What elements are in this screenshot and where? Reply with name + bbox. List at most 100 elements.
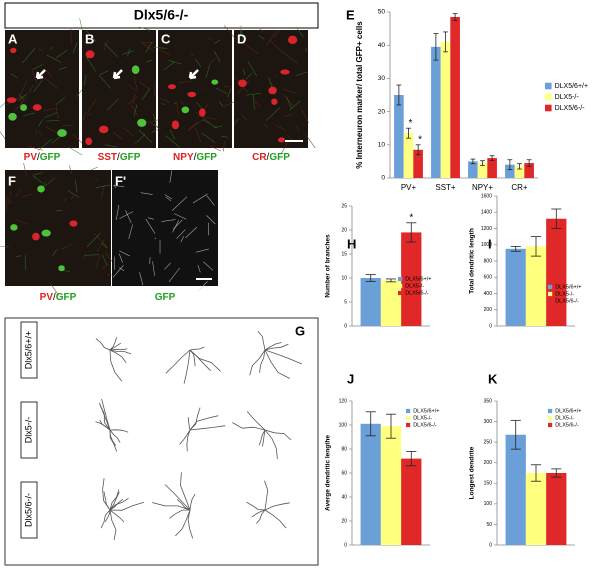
fiber	[236, 80, 250, 96]
fiber	[133, 75, 138, 90]
legend-swatch	[548, 415, 553, 421]
bar	[380, 426, 402, 545]
fiber	[106, 98, 119, 111]
significance-mark: *	[418, 134, 422, 145]
y-tick-label: 20	[341, 227, 347, 233]
error-bar	[365, 274, 376, 282]
fiber	[15, 219, 29, 225]
fiber	[286, 96, 292, 109]
dendrite	[249, 349, 266, 376]
bar	[514, 166, 525, 178]
legend-label: DLX5/6-/-	[555, 298, 579, 304]
fiber	[223, 141, 225, 152]
fiber	[295, 26, 304, 38]
row-label: Dlx5/6-/-	[23, 493, 33, 527]
panel-letter: E	[346, 7, 355, 22]
fiber	[18, 93, 24, 100]
fiber	[165, 135, 180, 148]
marker-label: CR	[252, 152, 267, 163]
dendrite	[189, 493, 196, 511]
fiber	[150, 119, 159, 123]
error-bar	[365, 411, 376, 437]
fiber	[59, 66, 67, 70]
fiber	[23, 163, 28, 177]
error-bar	[415, 144, 421, 156]
fiber	[139, 272, 144, 286]
y-tick-label: 1600	[481, 193, 492, 199]
legend-swatch	[545, 82, 552, 90]
fiber	[145, 41, 153, 53]
fiber	[67, 190, 80, 198]
cell	[10, 47, 17, 54]
error-bar	[406, 450, 417, 467]
fiber	[268, 77, 273, 88]
y-tick-label: 800	[484, 258, 493, 264]
y-tick-label: 80	[341, 446, 347, 452]
dendrite	[95, 421, 111, 431]
dendrite	[258, 429, 266, 446]
fiber	[29, 84, 34, 93]
dendrite	[259, 349, 266, 373]
fiber	[194, 58, 202, 68]
cell	[58, 265, 65, 272]
cell	[98, 125, 109, 134]
fiber	[275, 124, 287, 131]
y-tick-label: 0	[489, 323, 492, 329]
legend-label: DLX5-/-	[555, 94, 580, 101]
bar	[546, 473, 567, 545]
legend-swatch	[548, 291, 553, 297]
fiber	[0, 102, 6, 108]
fiber	[301, 109, 309, 123]
fiber	[118, 253, 123, 263]
legend-label: DLX5/6-/-	[555, 422, 579, 428]
fiber	[38, 119, 43, 128]
dendrite	[257, 330, 266, 351]
fiber	[113, 184, 116, 188]
y-tick-label: 40	[378, 42, 386, 49]
cell	[278, 137, 285, 143]
y-tick-label: 5	[344, 299, 347, 305]
fiber	[176, 102, 179, 116]
y-tick-label: 15	[341, 251, 347, 257]
y-tick-label: 0	[381, 175, 385, 182]
dendrite	[264, 349, 290, 379]
dendrite	[264, 429, 292, 441]
fiber	[48, 281, 60, 296]
x-tick-label: PV+	[401, 183, 417, 192]
fiber	[100, 242, 108, 249]
dendrite	[109, 429, 129, 433]
dendrite	[264, 349, 302, 365]
error-bar	[385, 278, 397, 283]
fiber	[274, 74, 278, 78]
dendrite	[95, 338, 111, 351]
fiber	[148, 121, 161, 130]
fiber	[205, 64, 211, 78]
dendrite	[109, 349, 127, 364]
legend-label: DLX5/6+/+	[555, 83, 588, 90]
fiber	[282, 51, 298, 64]
fiber	[0, 131, 6, 139]
fiber	[258, 35, 265, 40]
stain-name: GFP	[196, 152, 217, 163]
fiber	[296, 126, 300, 131]
fiber	[259, 28, 263, 32]
fiber	[283, 113, 294, 118]
panel-letter: F	[8, 173, 16, 188]
dendrite	[169, 509, 191, 519]
fiber	[82, 111, 87, 121]
error-bar	[396, 84, 402, 106]
fiber	[138, 81, 151, 91]
fiber	[252, 99, 261, 108]
error-bar	[530, 464, 542, 482]
dendrite	[109, 349, 132, 355]
fiber	[9, 191, 12, 198]
dendrite	[264, 429, 278, 460]
fiber	[243, 43, 259, 55]
legend-label: DLX5/6-/-	[405, 290, 429, 296]
y-tick-label: 1400	[481, 210, 492, 216]
fiber	[23, 112, 35, 117]
fiber	[195, 102, 203, 109]
dendrite	[232, 422, 266, 431]
fiber	[101, 184, 105, 199]
dendrite	[109, 509, 125, 523]
